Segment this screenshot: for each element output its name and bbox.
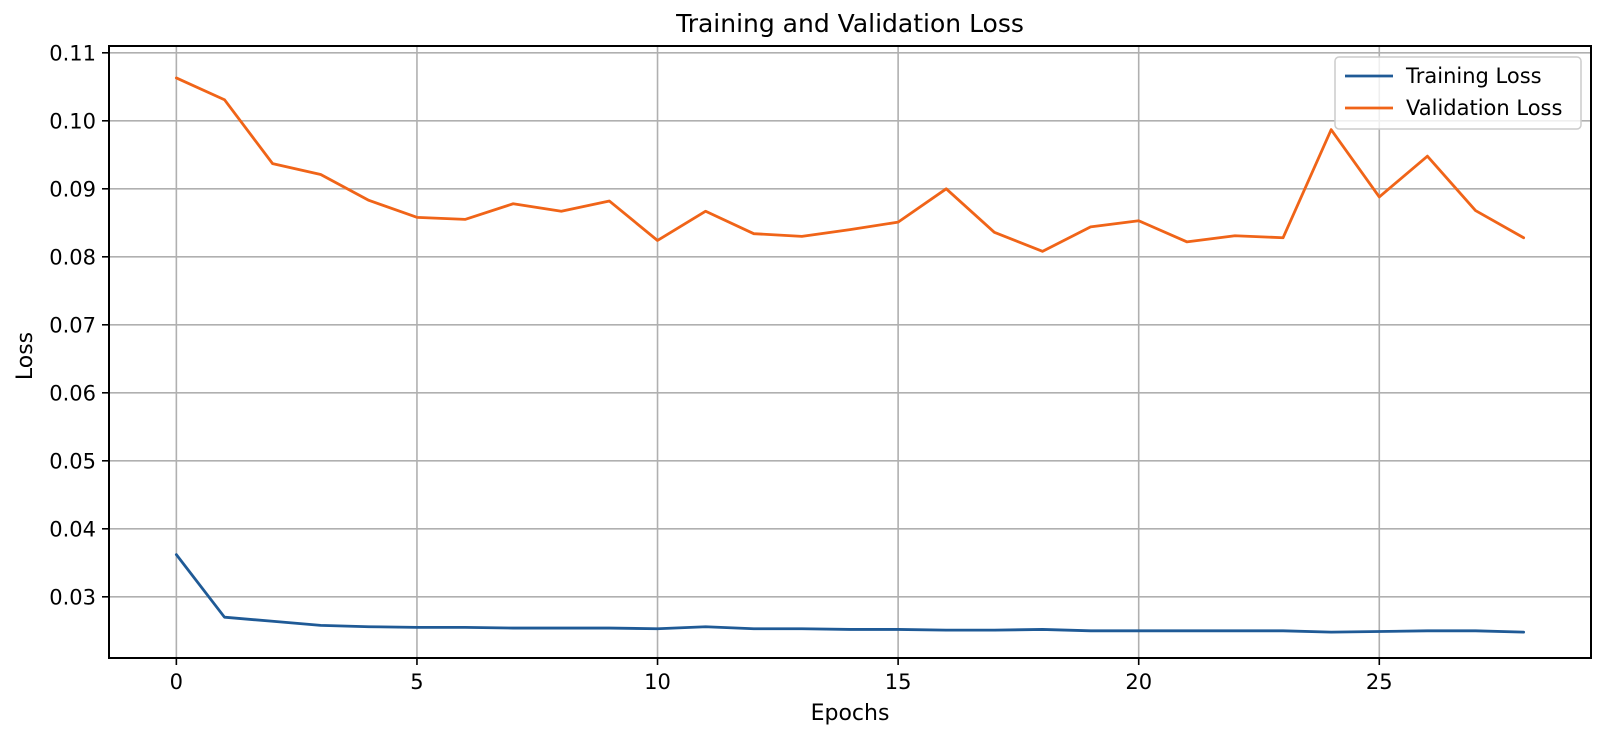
x-tick-label-0: 0 [170,670,183,694]
legend-box [1334,56,1582,130]
legend: Training Loss Validation Loss [1334,56,1582,130]
y-tick-label-0.03: 0.03 [49,585,96,609]
y-tick-label-0.07: 0.07 [49,313,96,337]
legend-label-validation-loss: Validation Loss [1406,96,1562,120]
y-tick-label-0.10: 0.10 [49,109,96,133]
y-tick-label-0.06: 0.06 [49,381,96,405]
x-tick-label-10: 10 [644,670,671,694]
chart-title: Training and Validation Loss [675,9,1024,38]
x-axis-ticks: 0 5 10 15 20 25 [170,658,1393,694]
y-axis-ticks: 0.03 0.04 0.05 0.06 0.07 0.08 0.09 0.10 0.11 [49,41,109,609]
legend-label-training-loss: Training Loss [1405,64,1542,88]
y-tick-label-0.04: 0.04 [49,517,96,541]
x-tick-label-15: 15 [885,670,912,694]
series-line-training-loss [174,553,1526,634]
series-layer [174,76,1526,634]
y-tick-label-0.09: 0.09 [49,177,96,201]
series-line-validation-loss [174,76,1526,253]
y-tick-label-0.05: 0.05 [49,449,96,473]
x-tick-label-5: 5 [410,670,423,694]
plot-area-frame [108,45,1592,659]
grid [109,46,1591,658]
y-tick-label-0.11: 0.11 [49,41,96,65]
x-axis-label: Epochs [811,701,890,726]
x-tick-label-25: 25 [1366,670,1393,694]
x-tick-label-20: 20 [1125,670,1152,694]
y-tick-label-0.08: 0.08 [49,245,96,269]
y-axis-label: Loss [13,332,38,380]
